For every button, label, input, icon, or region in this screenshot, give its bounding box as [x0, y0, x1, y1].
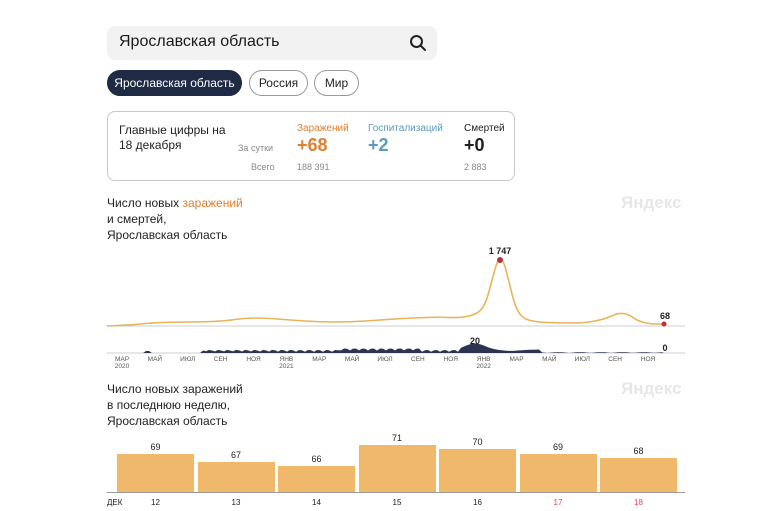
deaths-last-label: 0 — [662, 343, 667, 353]
chart2-title: Число новых заражений в последнюю неделю… — [107, 381, 243, 429]
bar-value-label: 69 — [150, 441, 161, 452]
bar-month-label: ДЕК — [107, 498, 123, 507]
row-label-total: Всего — [251, 162, 275, 172]
deaths-total-value: 2 883 — [464, 162, 487, 172]
month-tick-label: СЕН — [411, 356, 425, 363]
month-tick-label: НОЯ — [443, 356, 458, 363]
bar-value-label: 71 — [391, 433, 402, 443]
chart2-title-line2: в последнюю неделю, — [107, 398, 230, 412]
bar-value-label: 67 — [230, 450, 241, 461]
infections-header: Заражений — [297, 123, 349, 134]
cases-deaths-chart: 1 747 68 20 0 — [106, 246, 685, 354]
bar-day-label: 13 — [231, 498, 241, 507]
bar-day-label: 16 — [473, 498, 482, 507]
bar-day-label: 17 — [553, 498, 563, 507]
weekly-bar[interactable] — [358, 445, 436, 492]
weekly-bar[interactable] — [278, 466, 355, 492]
chip-region[interactable]: Ярославская область — [107, 70, 242, 96]
row-label-day: За сутки — [238, 143, 274, 153]
hospitalizations-header: Госпитализаций — [368, 123, 443, 134]
month-tick-label: НОЯ — [246, 356, 261, 363]
hospitalizations-day-value: +2 — [368, 135, 389, 155]
cases-peak-label: 1 747 — [489, 246, 512, 256]
month-axis: МАР 2020 МАЙ ИЮЛ СЕН НОЯ ЯНВ 2021 МАР МАЙ ИЮЛ СЕН НО… — [0, 356, 767, 372]
month-tick-label: ЯНВ 2021 — [279, 356, 294, 370]
bar-day-label: 14 — [312, 498, 321, 507]
month-tick-label: СЕН — [213, 356, 228, 363]
month-tick-label: МАЙ — [344, 356, 360, 363]
yandex-watermark-1: Яндекс — [621, 193, 682, 212]
search-icon[interactable] — [409, 34, 427, 52]
chart1-title: Число новых заражений и смертей, Ярослав… — [107, 195, 243, 243]
stats-title: Главные цифры на 18 декабря — [119, 123, 226, 152]
month-tick-label: ЯНВ 2022 — [476, 356, 491, 370]
chart1-title-part1: Число новых — [107, 196, 183, 210]
month-tick-label: МАР — [312, 356, 327, 363]
weekly-bar[interactable] — [439, 449, 516, 492]
yandex-watermark-2: Яндекс — [621, 379, 682, 398]
bar-value-label: 68 — [633, 445, 644, 456]
month-tick-label: ИЮЛ — [377, 356, 393, 363]
weekly-bar[interactable] — [117, 453, 194, 492]
bar-axis-line — [107, 492, 685, 493]
chart2-title-line1: Число новых заражений — [107, 382, 243, 396]
chip-russia[interactable]: Россия — [249, 70, 308, 96]
search-bar[interactable]: Ярославская область — [107, 26, 437, 60]
month-tick-label: ИЮЛ — [180, 356, 196, 363]
month-tick-label: ИЮЛ — [574, 356, 590, 363]
cases-line — [106, 258, 664, 327]
month-tick-label: МАР 2020 — [114, 356, 130, 370]
cases-last-label: 68 — [660, 311, 670, 321]
month-tick-label: СЕН — [608, 356, 622, 363]
weekly-bar[interactable] — [197, 462, 275, 492]
bar-day-label: 18 — [634, 498, 643, 507]
cases-peak-point — [497, 257, 503, 263]
bar-value-label: 70 — [472, 437, 483, 448]
bar-day-label: 12 — [151, 498, 160, 507]
chart1-title-part3: Ярославская область — [107, 228, 228, 242]
month-tick-label: МАР — [509, 356, 524, 363]
month-tick-label: МАЙ — [147, 356, 163, 363]
deaths-day-value: +0 — [464, 135, 485, 155]
weekly-bar[interactable] — [600, 457, 677, 492]
deaths-area — [110, 343, 664, 353]
cases-last-point — [661, 321, 667, 327]
month-tick-label: МАЙ — [542, 356, 557, 363]
search-input[interactable]: Ярославская область — [119, 33, 280, 50]
bar-day-label: 15 — [392, 498, 402, 507]
weekly-bar[interactable] — [519, 453, 597, 492]
infections-total-value: 188 391 — [297, 162, 330, 172]
chart2-title-line3: Ярославская область — [107, 414, 228, 428]
month-tick-label: НОЯ — [640, 356, 656, 363]
stats-card: Главные цифры на 18 декабря За сутки Все… — [107, 111, 515, 181]
deaths-peak-label: 20 — [470, 336, 480, 346]
chart1-title-part2: и смертей, — [107, 212, 167, 226]
chart1-title-accent: заражений — [182, 196, 243, 210]
bar-value-label: 69 — [552, 441, 563, 452]
bar-value-label: 66 — [311, 454, 322, 465]
deaths-header: Смертей — [464, 123, 505, 134]
chip-world[interactable]: Мир — [314, 70, 359, 96]
infections-day-value: +68 — [297, 135, 328, 155]
